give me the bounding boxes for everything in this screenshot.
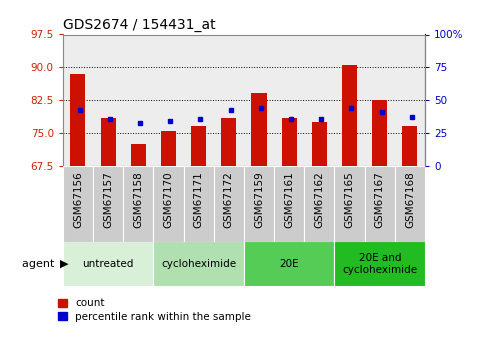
Bar (244, 34, 274, 166)
Text: cycloheximide: cycloheximide (161, 259, 236, 269)
Text: GSM67156: GSM67156 (73, 172, 83, 228)
Text: GSM67157: GSM67157 (103, 172, 113, 228)
Text: untreated: untreated (83, 259, 134, 269)
Bar (395, 166, 425, 242)
Bar (334, 166, 365, 242)
Bar (184, 34, 213, 166)
Text: GSM67162: GSM67162 (314, 172, 325, 228)
Text: GSM67172: GSM67172 (224, 172, 234, 228)
Text: GSM67159: GSM67159 (254, 172, 264, 228)
Bar (154, 241, 244, 286)
Bar (63, 241, 154, 286)
Bar (123, 34, 154, 166)
Bar (213, 34, 244, 166)
Bar (93, 166, 123, 242)
Text: agent: agent (22, 259, 58, 269)
Bar (71, 74, 85, 166)
Bar (282, 118, 297, 166)
Bar (184, 166, 213, 242)
Bar (213, 166, 244, 242)
Bar (372, 100, 387, 166)
Bar (63, 34, 93, 166)
Bar (100, 118, 115, 166)
Text: ▶: ▶ (60, 259, 69, 269)
Text: GSM67158: GSM67158 (133, 172, 143, 228)
Bar (365, 34, 395, 166)
Bar (63, 166, 93, 242)
Text: GSM67161: GSM67161 (284, 172, 294, 228)
Bar (123, 166, 154, 242)
Bar (191, 126, 206, 166)
Bar (274, 166, 304, 242)
Bar (221, 118, 236, 166)
Text: GSM67165: GSM67165 (344, 172, 355, 228)
Bar (365, 166, 395, 242)
Bar (93, 34, 123, 166)
Bar (252, 93, 267, 166)
Bar (334, 34, 365, 166)
Bar (274, 34, 304, 166)
Bar (154, 166, 184, 242)
Bar (312, 122, 327, 166)
Text: GSM67171: GSM67171 (194, 172, 204, 228)
Text: 20E and
cycloheximide: 20E and cycloheximide (342, 253, 417, 275)
Legend: count, percentile rank within the sample: count, percentile rank within the sample (58, 298, 251, 322)
Bar (304, 34, 334, 166)
Bar (244, 241, 334, 286)
Bar (161, 131, 176, 166)
Bar (244, 166, 274, 242)
Bar (334, 241, 425, 286)
Text: GSM67167: GSM67167 (375, 172, 385, 228)
Bar (304, 166, 334, 242)
Text: GDS2674 / 154431_at: GDS2674 / 154431_at (63, 18, 215, 32)
Bar (395, 34, 425, 166)
Text: GSM67170: GSM67170 (163, 172, 173, 228)
Text: 20E: 20E (279, 259, 299, 269)
Bar (402, 126, 417, 166)
Bar (154, 34, 184, 166)
Bar (342, 65, 357, 166)
Bar (131, 144, 146, 166)
Text: GSM67168: GSM67168 (405, 172, 415, 228)
